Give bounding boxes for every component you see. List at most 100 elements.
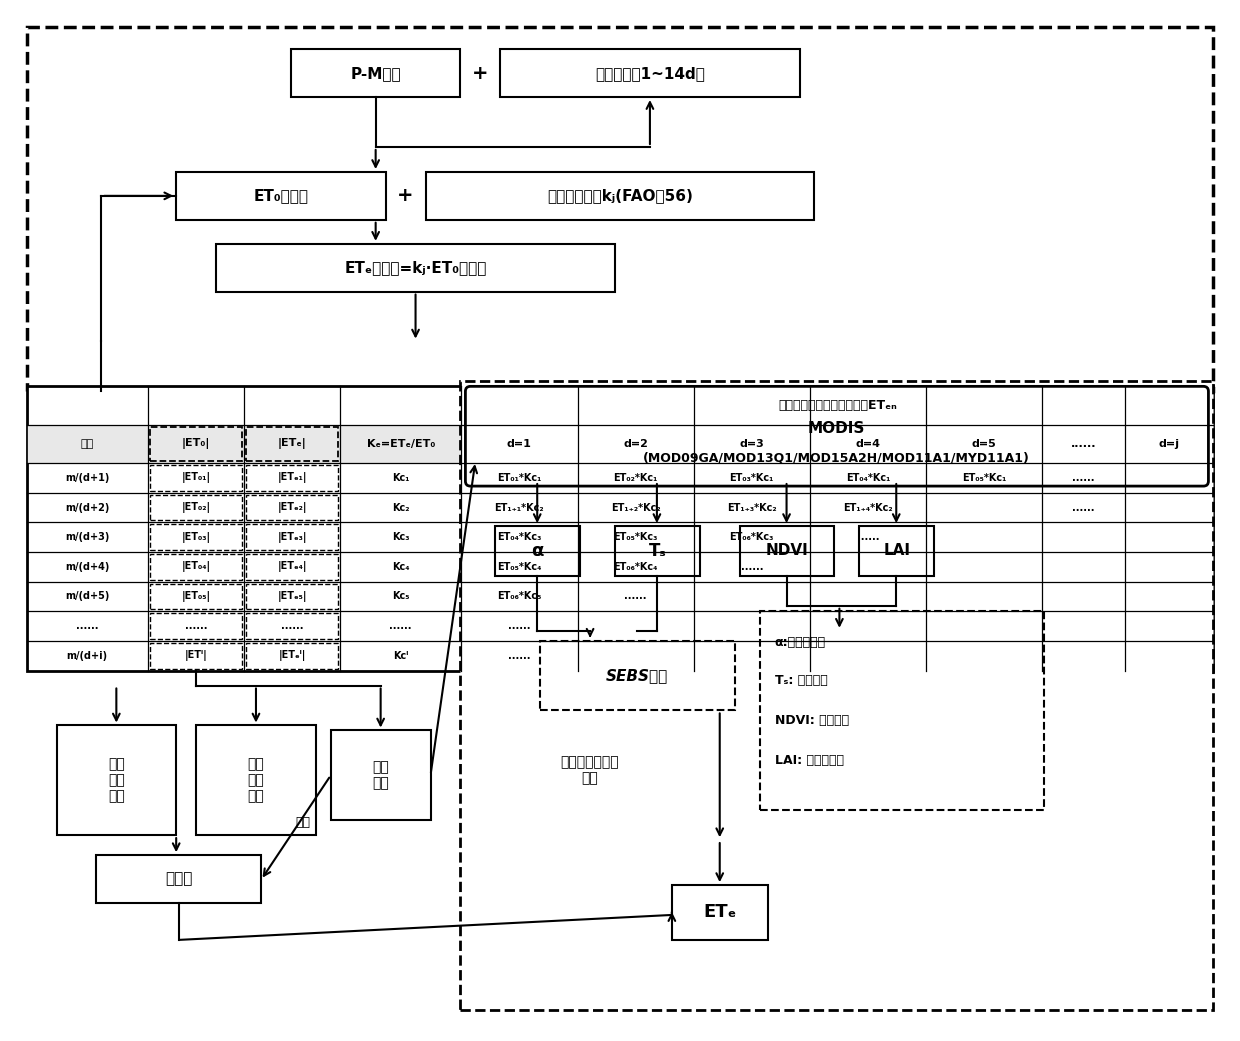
FancyBboxPatch shape (541, 640, 734, 711)
Text: ......: ...... (508, 621, 531, 631)
Text: |ET₀₄|: |ET₀₄| (181, 561, 211, 573)
Text: Kc₅: Kc₅ (392, 591, 409, 602)
FancyBboxPatch shape (425, 172, 815, 220)
Text: Kc₂: Kc₂ (392, 503, 409, 512)
Text: ET₀₂*Kc₁: ET₀₂*Kc₁ (614, 473, 657, 483)
Text: m/(d+3): m/(d+3) (64, 532, 109, 542)
FancyBboxPatch shape (615, 526, 699, 576)
FancyBboxPatch shape (859, 526, 934, 576)
Text: |ETₑ|: |ETₑ| (278, 438, 306, 450)
Text: 不同预见期蔗散发蔓量预测ETₑₙ: 不同预见期蔗散发蔓量预测ETₑₙ (777, 399, 897, 412)
FancyBboxPatch shape (216, 244, 615, 291)
Text: LAI: 叶面积指数: LAI: 叶面积指数 (775, 754, 843, 767)
Text: 天气预报（1~14d）: 天气预报（1~14d） (595, 66, 704, 81)
Text: ET₀₆*Kc₃: ET₀₆*Kc₃ (729, 532, 774, 542)
Text: α:地表反射率: α:地表反射率 (775, 636, 826, 650)
Text: m/(d+1): m/(d+1) (64, 473, 109, 483)
Text: 日期: 日期 (81, 439, 94, 449)
Text: ET₁₊₄*Kc₂: ET₁₊₄*Kc₂ (843, 503, 893, 512)
Text: 涡度
相关
系统: 涡度 相关 系统 (108, 757, 125, 804)
FancyBboxPatch shape (495, 526, 580, 576)
FancyBboxPatch shape (760, 611, 1044, 810)
Text: +: + (397, 186, 414, 205)
Text: m/(d+i): m/(d+i) (67, 651, 108, 661)
Text: 验证: 验证 (295, 816, 310, 829)
Text: P-M公式: P-M公式 (351, 66, 401, 81)
Text: MODIS: MODIS (807, 421, 866, 436)
Text: |ET₀₁|: |ET₀₁| (181, 473, 211, 483)
Text: Kc₄: Kc₄ (392, 562, 409, 572)
Text: |ETₑ₄|: |ETₑ₄| (278, 561, 306, 573)
Text: |ETₑᴵ|: |ETₑᴵ| (278, 651, 306, 661)
Text: |ET₀₂|: |ET₀₂| (181, 502, 211, 513)
Text: ET₀预测値: ET₀预测値 (253, 188, 309, 203)
Text: LAI: LAI (883, 543, 910, 558)
FancyBboxPatch shape (26, 386, 1214, 670)
Text: |ET₀|: |ET₀| (182, 438, 210, 450)
Text: d=1: d=1 (507, 439, 532, 449)
Text: ......: ...... (740, 562, 763, 572)
Text: ......: ...... (185, 621, 207, 631)
Text: |ETₑ₃|: |ETₑ₃| (278, 532, 306, 542)
Text: ET₀₅*Kc₁: ET₀₅*Kc₁ (962, 473, 1007, 483)
Text: ETₑ: ETₑ (703, 904, 737, 921)
Text: +: + (472, 64, 489, 82)
FancyBboxPatch shape (196, 726, 316, 835)
Text: ......: ...... (76, 621, 98, 631)
Text: ET₀₄*Kc₁: ET₀₄*Kc₁ (846, 473, 890, 483)
Text: NDVI: 植被指数: NDVI: 植被指数 (775, 714, 848, 727)
Text: d=4: d=4 (856, 439, 880, 449)
Text: d=5: d=5 (972, 439, 997, 449)
Text: 坡星
遥感: 坡星 遥感 (372, 760, 389, 790)
Text: ......: ...... (1073, 473, 1095, 483)
Text: ......: ...... (508, 651, 531, 661)
Text: ......: ...... (625, 591, 647, 602)
Text: ET₁₊₁*Kc₂: ET₁₊₁*Kc₂ (495, 503, 544, 512)
Text: ET₁₊₃*Kc₂: ET₁₊₃*Kc₂ (727, 503, 776, 512)
FancyBboxPatch shape (331, 731, 430, 820)
Text: ETₑ预测値=kⱼ·ET₀预测値: ETₑ预测値=kⱼ·ET₀预测値 (345, 260, 487, 275)
FancyBboxPatch shape (500, 49, 800, 97)
Text: ......: ...... (280, 621, 304, 631)
Text: |ET₀₃|: |ET₀₃| (181, 532, 211, 542)
Text: d=2: d=2 (624, 439, 649, 449)
Text: ......: ...... (857, 532, 879, 542)
Text: ET₀₅*Kc₃: ET₀₅*Kc₃ (614, 532, 657, 542)
Text: Kc₃: Kc₃ (392, 532, 409, 542)
Text: ET₀₃*Kc₁: ET₀₃*Kc₁ (729, 473, 774, 483)
Text: SEBS模型: SEBS模型 (606, 668, 668, 683)
Text: m/(d+5): m/(d+5) (64, 591, 109, 602)
Text: |ET₀₅|: |ET₀₅| (181, 591, 211, 602)
Text: Kcᴵ: Kcᴵ (393, 651, 408, 661)
FancyBboxPatch shape (26, 27, 1214, 391)
Text: Kc₁: Kc₁ (392, 473, 409, 483)
Text: Tₛ: 地表温度: Tₛ: 地表温度 (775, 675, 827, 687)
FancyBboxPatch shape (26, 425, 1214, 463)
Text: ET₀₄*Kc₃: ET₀₄*Kc₃ (497, 532, 542, 542)
Text: d=j: d=j (1158, 439, 1179, 449)
FancyBboxPatch shape (460, 381, 1214, 1010)
Text: ......: ...... (1073, 503, 1095, 512)
FancyBboxPatch shape (672, 885, 768, 940)
Text: 大孔
径闪
烁价: 大孔 径闪 烁价 (248, 757, 264, 804)
Text: ......: ...... (1070, 439, 1096, 449)
FancyBboxPatch shape (461, 386, 1214, 425)
Text: 单作物系数法kⱼ(FAO－56): 单作物系数法kⱼ(FAO－56) (547, 188, 693, 203)
Text: 区域实际蕃散发
反演: 区域实际蕃散发 反演 (560, 755, 620, 785)
FancyBboxPatch shape (291, 49, 460, 97)
Text: (MOD09GA/MOD13Q1/MOD15A2H/MOD11A1/MYD11A1): (MOD09GA/MOD13Q1/MOD15A2H/MOD11A1/MYD11A… (644, 452, 1030, 464)
Text: |ETₑ₁|: |ETₑ₁| (278, 473, 306, 483)
Text: Tₛ: Tₛ (649, 542, 666, 560)
FancyBboxPatch shape (176, 172, 386, 220)
Text: 点尺度: 点尺度 (165, 871, 192, 887)
FancyBboxPatch shape (740, 526, 835, 576)
Text: ET₀₅*Kc₄: ET₀₅*Kc₄ (497, 562, 542, 572)
Text: |ETₑ₂|: |ETₑ₂| (278, 502, 306, 513)
Text: |ETₑ₅|: |ETₑ₅| (278, 591, 306, 602)
FancyBboxPatch shape (465, 386, 1209, 486)
FancyBboxPatch shape (97, 855, 260, 903)
Text: α: α (532, 542, 544, 560)
Text: ET₀₁*Kc₁: ET₀₁*Kc₁ (497, 473, 542, 483)
Text: m/(d+4): m/(d+4) (64, 562, 109, 572)
Text: ......: ...... (389, 621, 412, 631)
